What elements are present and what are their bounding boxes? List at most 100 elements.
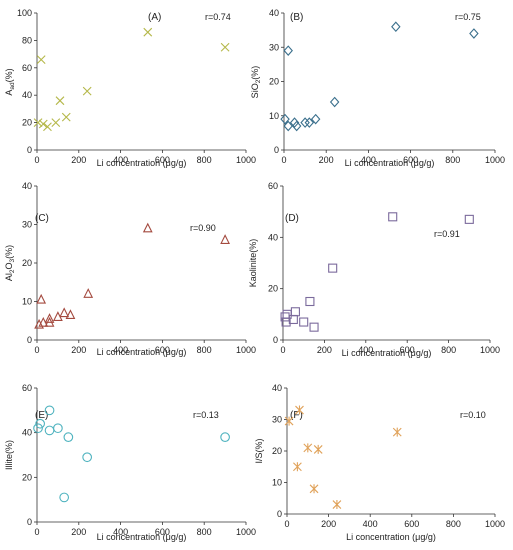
x-axis-label: Li concentration (μg/g) [345, 158, 435, 168]
x-tick-label: 0 [34, 527, 39, 537]
x-tick-label: 800 [446, 519, 461, 529]
x-tick-label: 600 [155, 527, 170, 537]
data-point [43, 122, 52, 132]
data-point [469, 28, 479, 39]
y-tick-label: 20 [269, 77, 279, 87]
data-point [82, 86, 92, 96]
correlation-label: r=0.75 [455, 12, 481, 22]
data-point [305, 296, 315, 307]
data-point [33, 423, 43, 434]
data-point [329, 96, 340, 108]
y-axis-label: Kaolinite(%) [248, 239, 258, 288]
data-point [65, 309, 76, 320]
data-point [36, 55, 46, 64]
data-point [44, 405, 55, 416]
panel-d: 0 200 400 600 800 1000 0 20 40 60 Li concentration… [248, 181, 500, 358]
y-tick-label: 0 [27, 517, 32, 527]
data-point [295, 405, 304, 415]
data-point [142, 222, 153, 233]
data-point [44, 425, 55, 436]
y-tick-label: 30 [272, 415, 282, 425]
x-tick-label: 1000 [236, 155, 256, 165]
y-tick-label: 20 [22, 258, 32, 268]
data-points [33, 405, 230, 503]
data-point [300, 117, 310, 128]
x-tick-label: 400 [113, 155, 128, 165]
y-tick-label: 0 [277, 509, 282, 519]
data-point [290, 307, 300, 317]
y-axis-label: Illite(%) [4, 440, 14, 470]
x-tick-label: 800 [197, 527, 212, 537]
x-tick-label: 400 [363, 519, 378, 529]
y-tick-label: 30 [22, 220, 32, 230]
data-point [82, 452, 93, 463]
x-tick-label: 400 [113, 345, 128, 355]
x-tick-label: 600 [155, 155, 170, 165]
data-point [220, 234, 230, 244]
data-point [51, 118, 61, 127]
data-point [309, 322, 319, 332]
data-point [289, 117, 300, 128]
x-tick-label: 600 [400, 345, 415, 355]
data-points [280, 212, 474, 332]
x-axis-label: Li concentration (μg/g) [97, 158, 187, 168]
x-tick-label: 200 [71, 155, 86, 165]
x-axis-label: Li concentration (μg/g) [97, 532, 187, 542]
data-point [299, 317, 309, 327]
data-point [59, 307, 70, 318]
data-point [283, 120, 293, 132]
x-tick-label: 200 [321, 519, 336, 529]
data-point [280, 113, 290, 125]
data-point [332, 500, 342, 510]
y-tick-label: 10 [269, 111, 279, 121]
data-point [59, 492, 70, 503]
panel-label: (D) [285, 213, 299, 224]
data-point [328, 263, 338, 273]
panel-c: 0 200 400 600 800 1000 0 10 20 30 40 Li concentrati… [4, 181, 256, 357]
data-points [280, 21, 479, 132]
correlation-label: r=0.74 [205, 12, 231, 22]
data-points [34, 222, 230, 329]
data-point [44, 313, 55, 323]
y-tick-label: 40 [22, 428, 32, 438]
x-tick-label: 1000 [236, 345, 256, 355]
x-tick-label: 800 [441, 345, 456, 355]
y-tick-label: 0 [27, 145, 32, 155]
data-point [291, 120, 302, 132]
x-tick-label: 800 [197, 345, 212, 355]
y-tick-label: 40 [22, 90, 32, 100]
data-point [55, 96, 65, 106]
data-point [35, 418, 45, 429]
data-point [464, 214, 474, 224]
x-tick-label: 1000 [236, 527, 256, 537]
correlation-label: r=0.10 [460, 410, 486, 420]
panel-label: (C) [35, 213, 49, 224]
data-point [284, 416, 294, 426]
panel-b: 0 200 400 600 800 1000 0 10 20 30 40 Li concentrati… [250, 8, 505, 168]
y-tick-label: 100 [17, 8, 32, 18]
data-point [36, 293, 47, 304]
data-point [61, 112, 71, 122]
data-point [63, 432, 74, 442]
panel-a: 0 200 400 600 800 1000 0 20 40 60 80 100 Li concentr… [4, 8, 256, 168]
data-point [220, 42, 230, 52]
y-tick-label: 20 [272, 446, 282, 456]
y-tick-label: 20 [22, 118, 32, 128]
x-tick-label: 600 [155, 345, 170, 355]
data-point [303, 443, 313, 453]
panel-label: (A) [148, 12, 161, 23]
y-axis-label: I/S(%) [254, 438, 264, 463]
data-point [34, 318, 44, 329]
data-point [392, 427, 402, 437]
data-point [143, 27, 153, 37]
x-tick-label: 400 [358, 345, 373, 355]
data-point [83, 288, 94, 298]
data-point [309, 484, 319, 494]
data-point [44, 316, 55, 327]
x-axis-label: Li concentration (μg/g) [342, 348, 432, 358]
data-point [304, 117, 315, 128]
x-tick-label: 1000 [480, 345, 500, 355]
y-axis-label: Al2O3(%) [4, 245, 16, 281]
data-point [38, 119, 48, 129]
x-tick-label: 0 [284, 519, 289, 529]
